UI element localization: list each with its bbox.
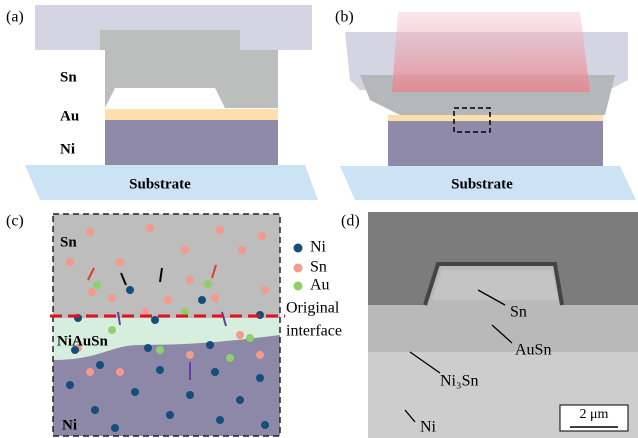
annotation: Ni₃Sn bbox=[440, 373, 478, 390]
region-label: NiAuSn bbox=[57, 333, 109, 349]
legend-label: Sn bbox=[310, 259, 327, 276]
legend-swatch bbox=[294, 264, 303, 273]
layer-label: Ni bbox=[60, 141, 75, 157]
scale-label: 2 μm bbox=[580, 407, 609, 422]
panel-label: (a) bbox=[6, 9, 24, 26]
panel-label: (b) bbox=[335, 9, 354, 26]
figure: (a) Sn Au Ni Substrate (b) Substrate Ni … bbox=[0, 0, 638, 438]
au-layer bbox=[105, 109, 278, 120]
panel-b: (b) Substrate bbox=[335, 9, 636, 200]
interface-label: interface bbox=[286, 323, 342, 340]
annotation: Ni bbox=[420, 419, 437, 436]
legend-label: Ni bbox=[310, 239, 327, 256]
region-label: Ni bbox=[62, 417, 77, 433]
interface-label: Original bbox=[286, 300, 340, 317]
sn-phase bbox=[432, 270, 558, 300]
substrate-label: Substrate bbox=[451, 176, 513, 192]
panel-label: (d) bbox=[341, 213, 360, 230]
panel-a: (a) Sn Au Ni Substrate bbox=[6, 5, 318, 200]
heated-zone bbox=[392, 12, 590, 92]
layer-label: Au bbox=[60, 108, 79, 124]
panel-label: (c) bbox=[6, 213, 24, 230]
panel-c: Ni Sn Au Original interface (c) Sn NiAuS… bbox=[6, 213, 342, 436]
au-layer bbox=[388, 115, 603, 121]
layer-label: Sn bbox=[60, 69, 77, 85]
ni-layer bbox=[388, 121, 603, 166]
panel-d: Sn AuSn Ni₃Sn Ni 2 μm (d) bbox=[341, 212, 638, 438]
legend-swatch bbox=[294, 244, 303, 253]
ni-layer bbox=[105, 120, 278, 165]
legend-swatch bbox=[294, 282, 303, 291]
annotation: AuSn bbox=[515, 342, 551, 359]
annotation: Sn bbox=[510, 304, 527, 321]
substrate-label: Substrate bbox=[129, 176, 191, 192]
region-label: Sn bbox=[60, 234, 77, 250]
legend-label: Au bbox=[310, 277, 330, 294]
